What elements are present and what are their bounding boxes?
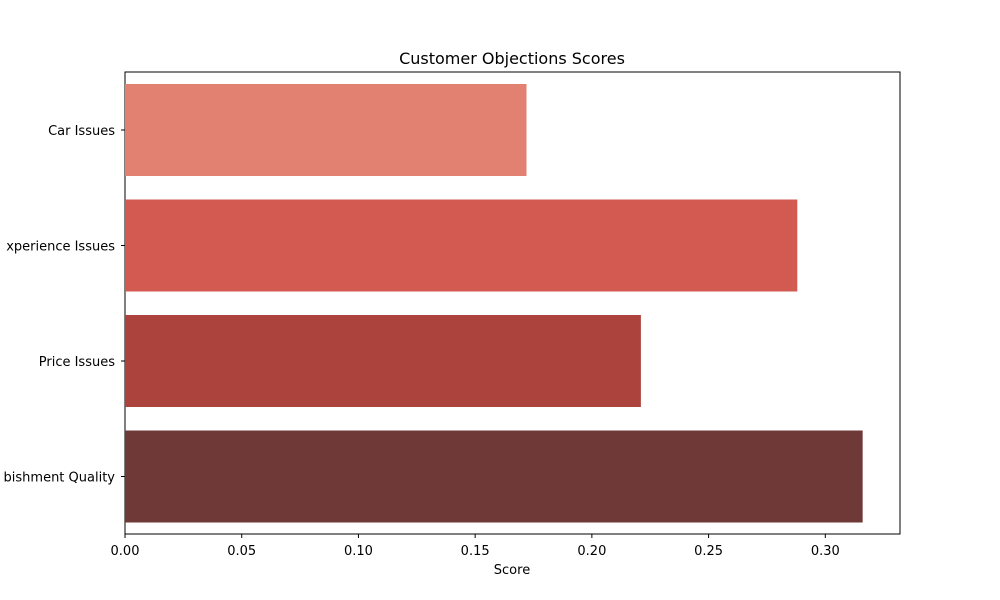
x-tick-label: 0.10 xyxy=(344,544,373,559)
y-tick-label: Price Issues xyxy=(39,355,115,370)
y-axis: Car Issues xperience Issues Price Issues bi… xyxy=(4,124,125,486)
plot-frame xyxy=(124,71,901,535)
x-tick-label: 0.05 xyxy=(227,544,256,559)
y-tick-label: Car Issues xyxy=(48,124,115,139)
x-tick-label: 0.15 xyxy=(461,544,490,559)
x-tick-label: 0.00 xyxy=(111,544,140,559)
x-axis-label: Score xyxy=(494,563,530,578)
x-tick-label: 0.20 xyxy=(577,544,606,559)
chart-title: Customer Objections Scores xyxy=(399,49,625,68)
bar-experience-issues xyxy=(125,199,798,292)
bar-refurbishment-quality xyxy=(125,430,863,523)
x-axis: 0.00 0.05 0.10 0.15 0.20 0.25 0.30 xyxy=(111,534,840,559)
bar-car-issues xyxy=(125,84,527,176)
plot-area: Car Issues xperience Issues Price Issues bi… xyxy=(4,71,901,559)
x-tick-label: 0.25 xyxy=(694,544,723,559)
y-tick-label: bishment Quality xyxy=(4,471,116,486)
y-tick-label: xperience Issues xyxy=(6,240,115,255)
bar-price-issues xyxy=(125,315,641,407)
bars-layer xyxy=(125,84,863,523)
x-tick-label: 0.30 xyxy=(811,544,840,559)
